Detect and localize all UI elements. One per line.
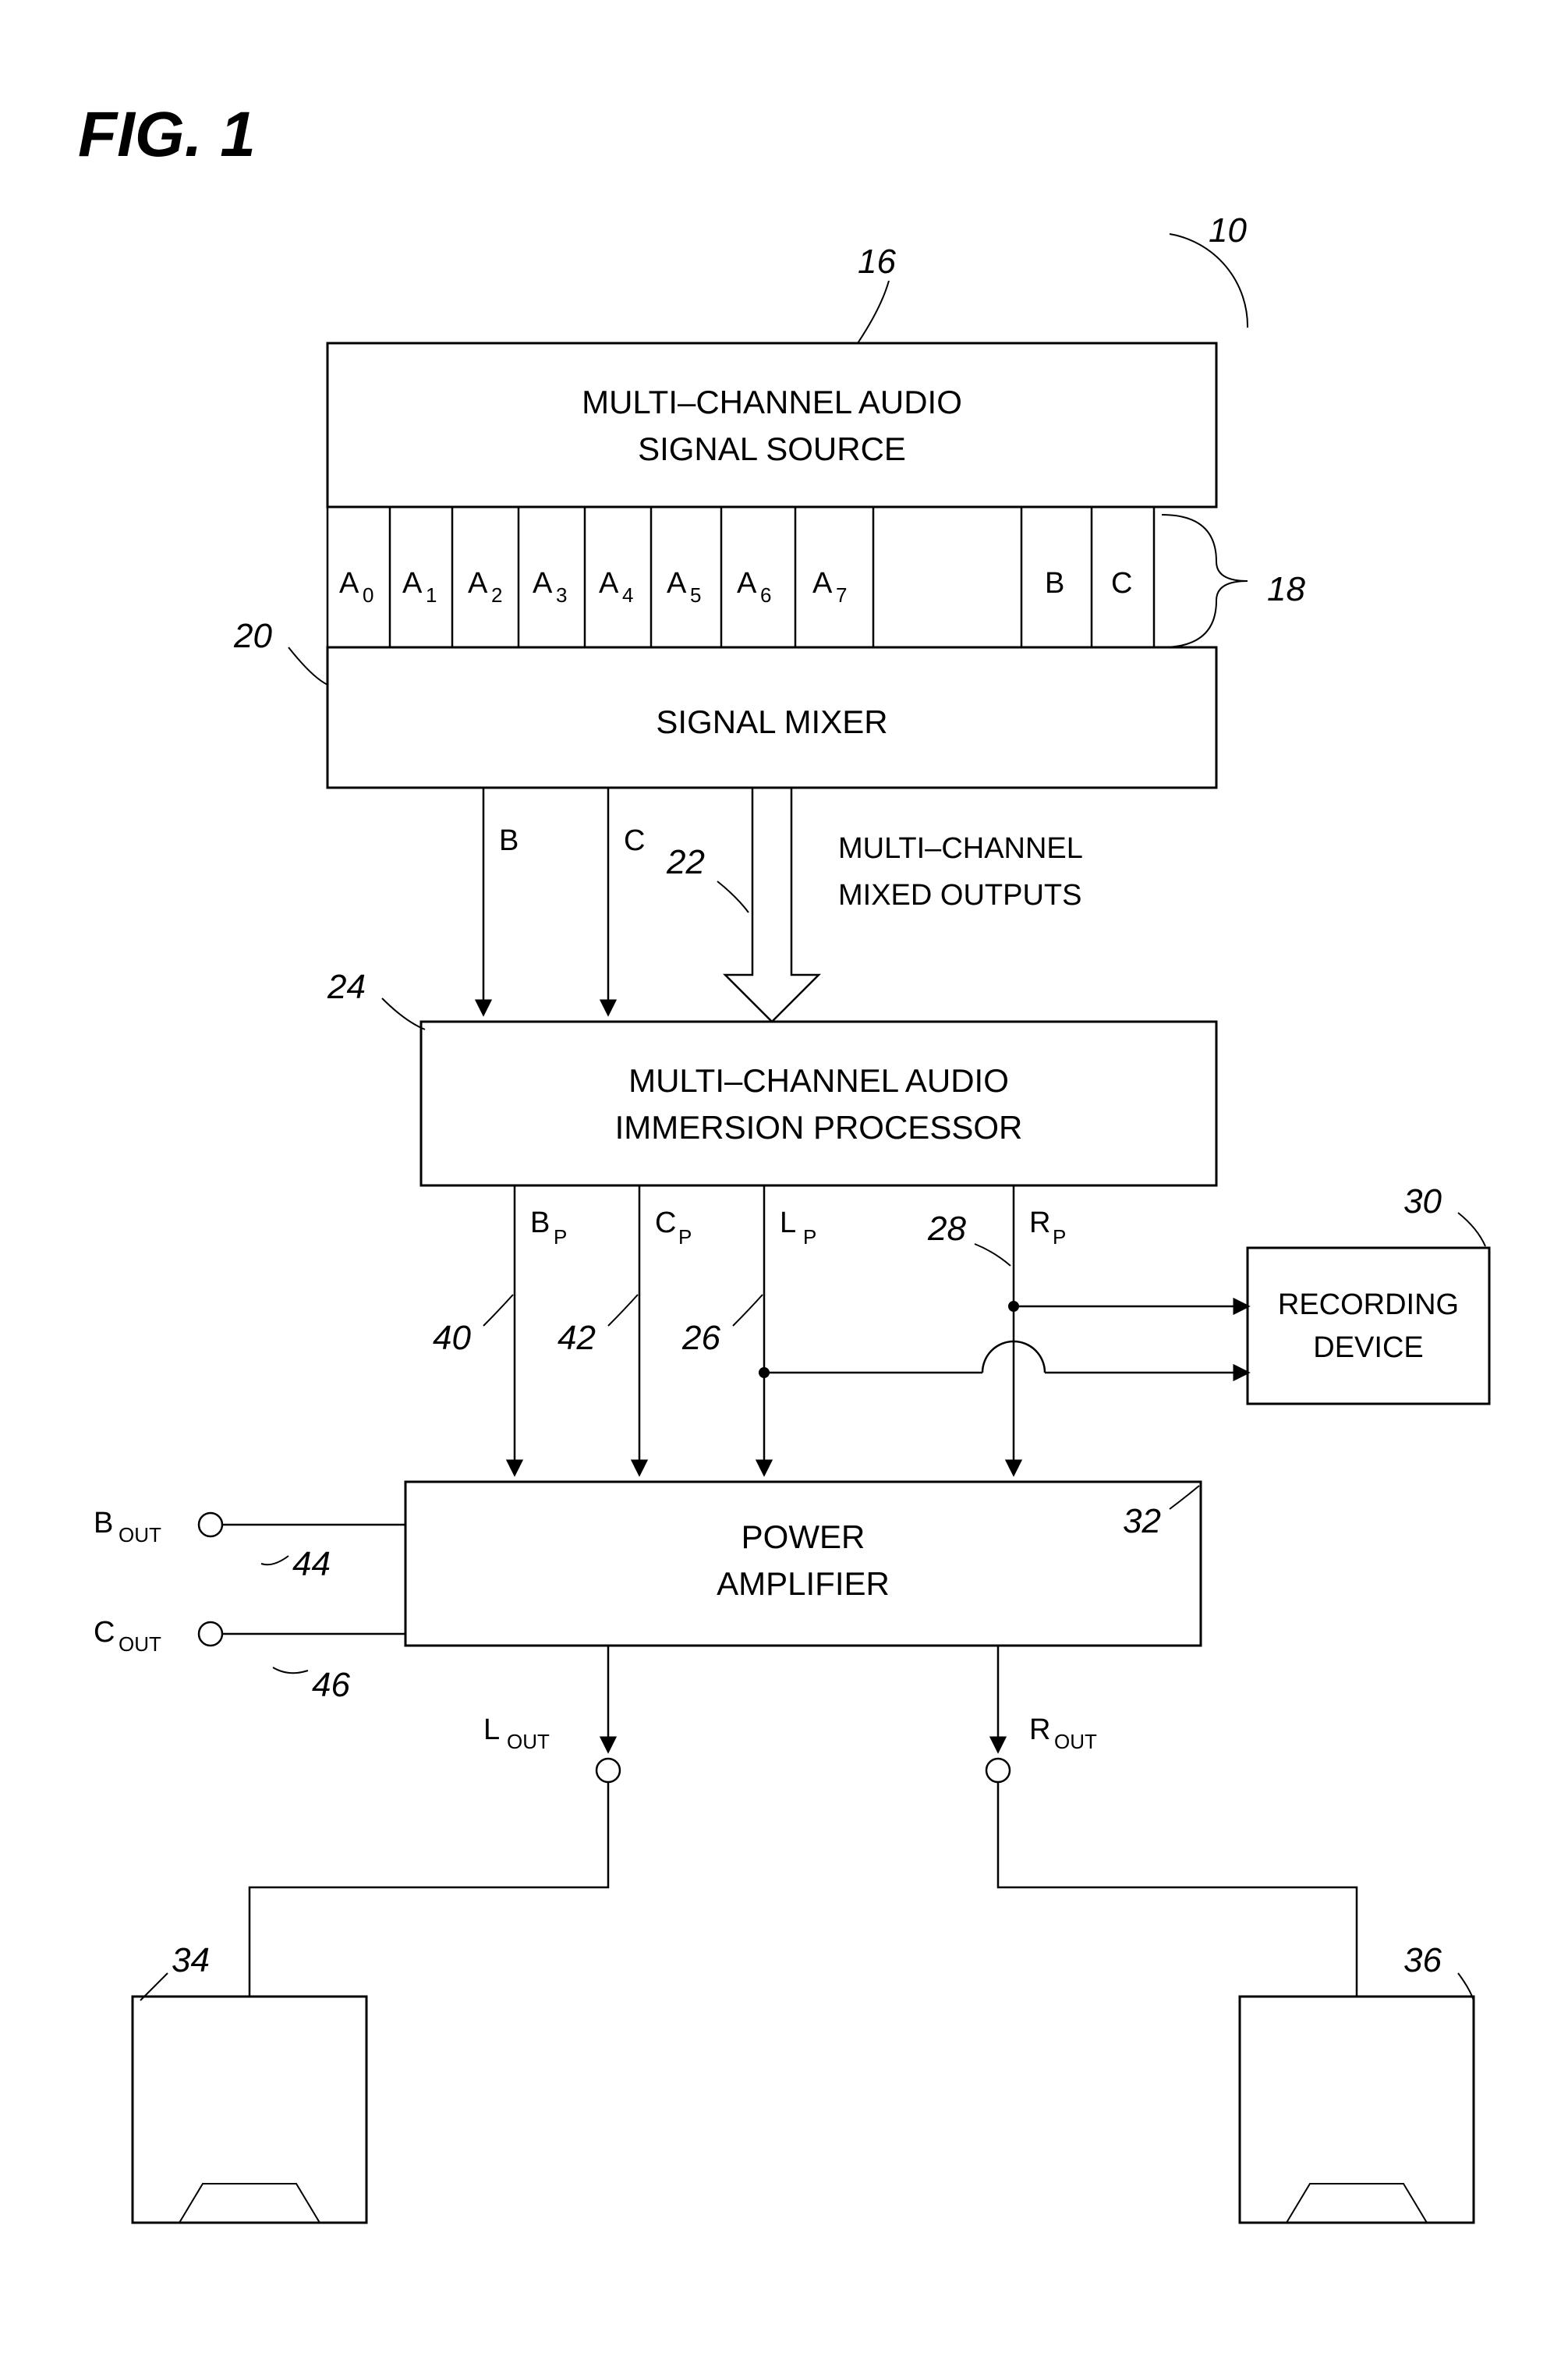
svg-text:C: C xyxy=(655,1206,676,1239)
proc-out-lp: LP xyxy=(780,1206,816,1249)
recorder-l2: DEVICE xyxy=(1313,1331,1423,1364)
signal-b: B xyxy=(1045,567,1064,600)
svg-text:0: 0 xyxy=(363,583,373,607)
source-text-l2: SIGNAL SOURCE xyxy=(638,431,906,467)
svg-text:2: 2 xyxy=(491,583,502,607)
block-processor xyxy=(421,1022,1216,1185)
svg-text:P: P xyxy=(678,1225,692,1249)
signal-a3: A3 xyxy=(533,567,567,607)
ref-40: 40 xyxy=(433,1319,471,1357)
signal-c: C xyxy=(1111,567,1132,600)
signal-a6: A6 xyxy=(737,567,771,607)
svg-text:B: B xyxy=(530,1206,550,1239)
ref-30: 30 xyxy=(1403,1182,1442,1221)
source-text-l1: MULTI–CHANNEL AUDIO xyxy=(582,384,962,420)
ref-34: 34 xyxy=(172,1941,210,1979)
amp-bout: BOUT xyxy=(94,1507,161,1547)
svg-text:A: A xyxy=(339,567,359,600)
proc-text-l2: IMMERSION PROCESSOR xyxy=(615,1109,1023,1146)
svg-text:R: R xyxy=(1029,1206,1050,1239)
signal-a2: A2 xyxy=(468,567,502,607)
signal-a1: A1 xyxy=(402,567,437,607)
svg-text:3: 3 xyxy=(556,583,567,607)
block-recorder xyxy=(1248,1248,1489,1404)
proc-out-bp: BP xyxy=(530,1206,567,1249)
svg-text:P: P xyxy=(554,1225,567,1249)
ref-24: 24 xyxy=(327,968,366,1006)
svg-text:A: A xyxy=(533,567,553,600)
amp-text-l2: AMPLIFIER xyxy=(717,1565,890,1602)
mixer-out-c: C xyxy=(624,824,645,857)
block-amplifier xyxy=(405,1482,1201,1646)
signal-a5: A5 xyxy=(667,567,701,607)
ref-32: 32 xyxy=(1123,1502,1161,1540)
svg-text:5: 5 xyxy=(690,583,701,607)
ref-20: 20 xyxy=(233,617,272,655)
recorder-l1: RECORDING xyxy=(1278,1288,1459,1321)
svg-text:L: L xyxy=(483,1713,500,1746)
amp-lout: L OUT xyxy=(483,1713,550,1753)
svg-text:C: C xyxy=(1111,567,1132,600)
proc-out-rp: RP xyxy=(1029,1206,1066,1249)
svg-text:7: 7 xyxy=(836,583,847,607)
signal-a7: A7 xyxy=(812,567,847,607)
proc-text-l1: MULTI–CHANNEL AUDIO xyxy=(628,1062,1009,1099)
svg-text:4: 4 xyxy=(622,583,633,607)
amp-rout: ROUT xyxy=(1029,1713,1097,1753)
svg-text:A: A xyxy=(402,567,423,600)
svg-text:OUT: OUT xyxy=(1054,1730,1097,1753)
signal-a4: A4 xyxy=(599,567,633,607)
ref-36: 36 xyxy=(1403,1941,1442,1979)
svg-text:A: A xyxy=(737,567,757,600)
mixed-l1: MULTI–CHANNEL xyxy=(838,832,1083,865)
ref-10: 10 xyxy=(1209,211,1247,250)
svg-text:L: L xyxy=(780,1206,796,1239)
svg-text:A: A xyxy=(667,567,687,600)
svg-text:B: B xyxy=(94,1507,113,1540)
right-speaker-icon xyxy=(1240,1997,1474,2223)
svg-text:C: C xyxy=(94,1616,115,1649)
svg-text:1: 1 xyxy=(426,583,437,607)
ref-22: 22 xyxy=(666,843,705,881)
svg-text:OUT: OUT xyxy=(507,1730,550,1753)
svg-text:OUT: OUT xyxy=(119,1523,161,1547)
svg-text:A: A xyxy=(468,567,488,600)
svg-text:A: A xyxy=(812,567,833,600)
proc-out-cp: CP xyxy=(655,1206,692,1249)
svg-text:OUT: OUT xyxy=(119,1632,161,1656)
amp-cout: COUT xyxy=(94,1616,161,1656)
block-source xyxy=(327,343,1216,507)
amp-text-l1: POWER xyxy=(742,1518,865,1555)
svg-text:A: A xyxy=(599,567,619,600)
mixer-text: SIGNAL MIXER xyxy=(656,703,887,740)
svg-text:6: 6 xyxy=(760,583,771,607)
ref-42: 42 xyxy=(557,1319,596,1357)
mixed-l2: MIXED OUTPUTS xyxy=(838,879,1081,912)
ref-26: 26 xyxy=(681,1319,720,1357)
svg-text:R: R xyxy=(1029,1713,1050,1746)
left-speaker-icon xyxy=(133,1997,366,2223)
svg-text:P: P xyxy=(803,1225,816,1249)
ref-16: 16 xyxy=(858,243,896,281)
svg-text:P: P xyxy=(1053,1225,1066,1249)
ref-44: 44 xyxy=(292,1545,331,1583)
ref-28: 28 xyxy=(927,1210,966,1248)
ref-46: 46 xyxy=(312,1666,350,1704)
svg-text:B: B xyxy=(1045,567,1064,600)
figure-label: FIG. 1 xyxy=(78,99,256,170)
mixer-out-b: B xyxy=(499,824,519,857)
figure-diagram: FIG. 1 10 16 MULTI–CHANNEL AUDIO SIGNAL … xyxy=(0,0,1568,2374)
ref-18: 18 xyxy=(1267,570,1305,608)
signal-a0: A0 xyxy=(339,567,373,607)
